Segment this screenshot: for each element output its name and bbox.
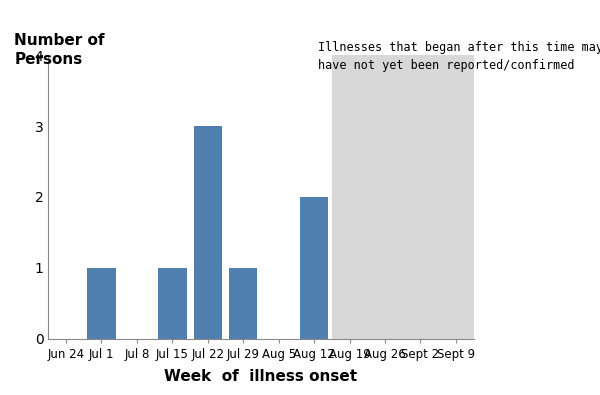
Text: Persons: Persons — [14, 53, 83, 68]
X-axis label: Week  of  illness onset: Week of illness onset — [164, 369, 358, 384]
Bar — [300, 197, 328, 339]
Bar — [332, 55, 473, 339]
Bar — [229, 268, 257, 339]
Bar — [194, 126, 222, 339]
Bar — [158, 268, 187, 339]
Text: Illnesses that began after this time may
have not yet been reported/confirmed: Illnesses that began after this time may… — [319, 41, 600, 72]
Bar — [87, 268, 116, 339]
Text: Number of: Number of — [14, 32, 105, 47]
